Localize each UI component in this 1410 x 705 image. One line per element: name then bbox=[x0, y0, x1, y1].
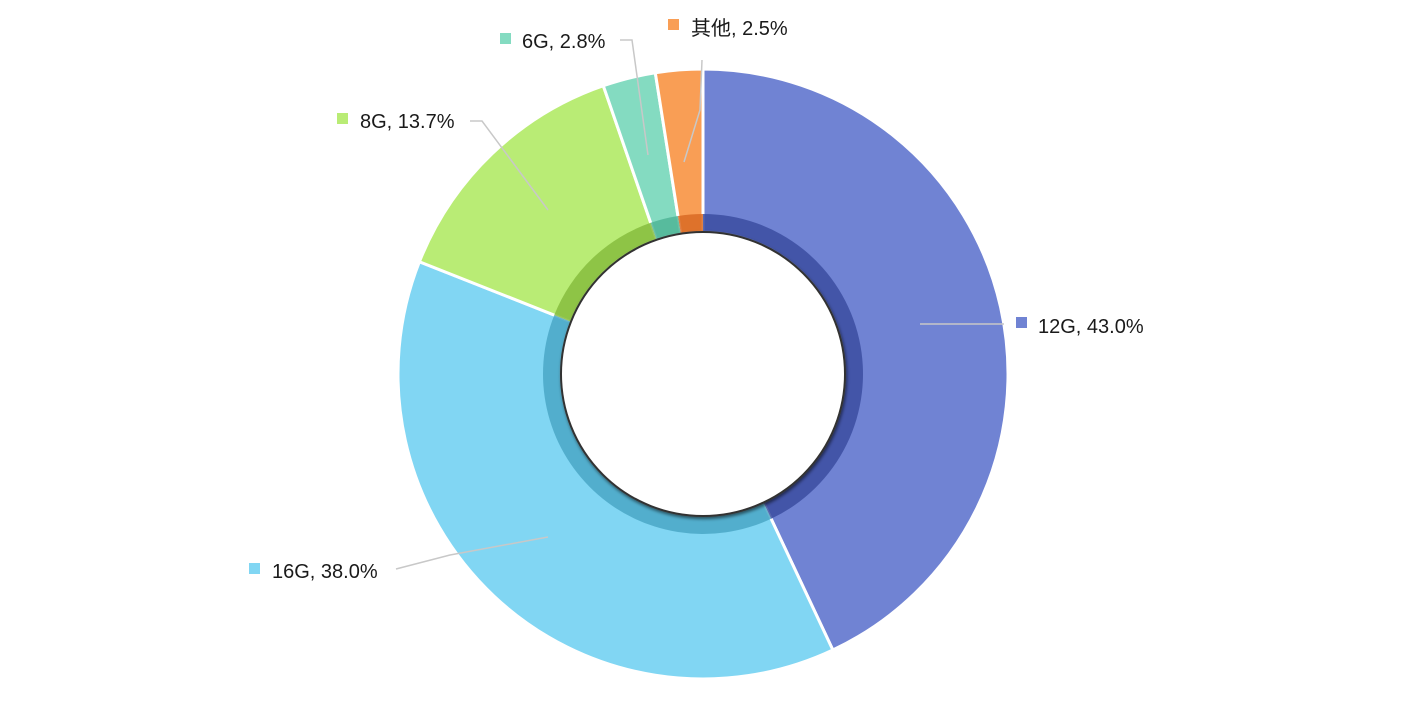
slice-shade-16g bbox=[543, 315, 772, 535]
donut-hole bbox=[560, 231, 846, 517]
leader-line-16g bbox=[395, 536, 549, 570]
label-swatch-8g bbox=[337, 113, 348, 124]
data-labels-group: 12G, 43.0% 16G, 38.0% 8G, 13.7% 6G, 2.8% 其他,… bbox=[249, 17, 1144, 583]
label-swatch-other bbox=[668, 19, 679, 30]
data-label-8g: 8G, 13.7% bbox=[360, 111, 455, 133]
data-label-other: 其他, 2.5% bbox=[691, 17, 788, 40]
label-swatch-6g bbox=[500, 33, 511, 44]
data-label-16g: 16G, 38.0% bbox=[272, 561, 378, 583]
label-swatch-12g bbox=[1016, 317, 1027, 328]
data-label-6g: 6G, 2.8% bbox=[522, 31, 606, 53]
leader-line-8g bbox=[470, 120, 549, 211]
data-label-12g: 12G, 43.0% bbox=[1038, 316, 1144, 338]
leader-lines-group bbox=[395, 39, 1004, 570]
slice-shade-other bbox=[677, 214, 703, 236]
leader-line-other bbox=[683, 59, 703, 163]
label-swatch-16g bbox=[249, 563, 260, 574]
leader-line-6g bbox=[620, 39, 649, 156]
slice-shade-12g bbox=[703, 214, 864, 519]
